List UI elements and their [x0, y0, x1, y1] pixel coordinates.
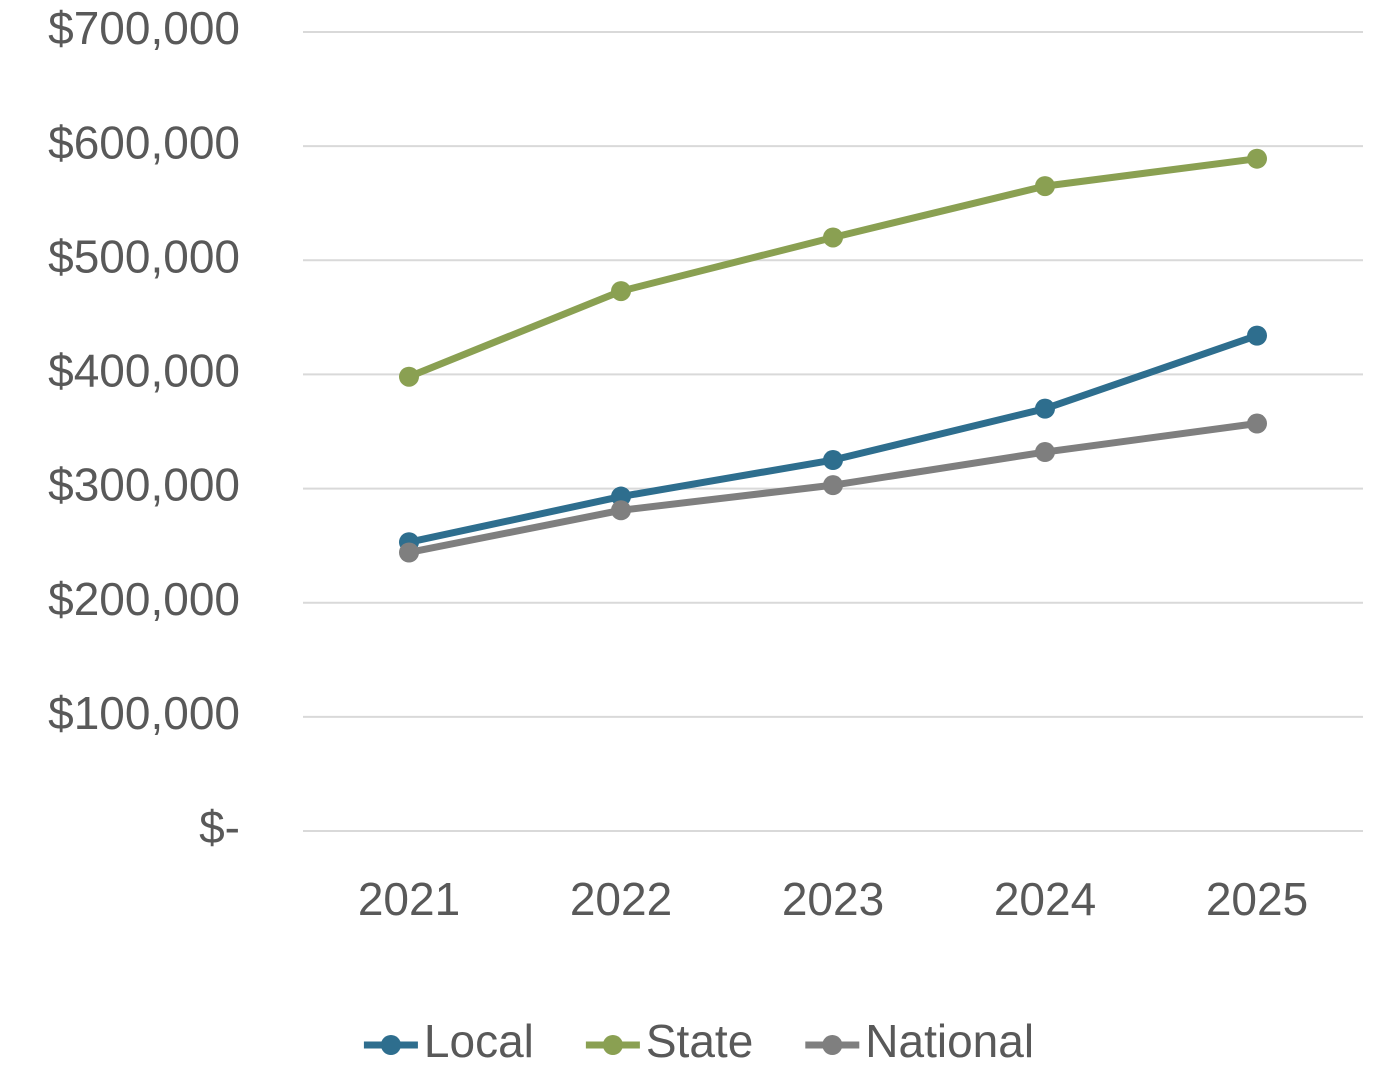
x-tick-label: 2023 — [782, 873, 884, 925]
y-tick-label: $400,000 — [48, 345, 240, 397]
y-tick-label: $500,000 — [48, 230, 240, 282]
y-tick-label: $600,000 — [48, 116, 240, 168]
data-point — [823, 227, 843, 248]
data-point — [1247, 325, 1267, 346]
data-point — [1035, 398, 1055, 419]
legend-label: Local — [424, 1015, 534, 1067]
data-point — [1247, 413, 1267, 434]
data-point — [399, 542, 419, 563]
data-point — [1035, 442, 1055, 463]
x-tick-label: 2025 — [1206, 873, 1308, 925]
y-tick-label: $- — [199, 801, 240, 853]
legend-label: State — [646, 1015, 753, 1067]
series-line — [407, 155, 1258, 380]
data-point — [1035, 176, 1055, 197]
data-point — [1247, 148, 1267, 169]
legend-label: National — [865, 1015, 1034, 1067]
data-point — [823, 475, 843, 496]
y-tick-label: $300,000 — [48, 459, 240, 511]
data-point — [823, 450, 843, 471]
y-tick-label: $100,000 — [48, 687, 240, 739]
data-point — [611, 486, 631, 507]
x-tick-label: 2021 — [358, 873, 460, 925]
data-point — [611, 500, 631, 521]
legend-marker — [380, 1035, 401, 1055]
y-tick-label: $700,000 — [48, 2, 240, 54]
legend-marker — [822, 1035, 843, 1055]
legend-marker — [602, 1035, 623, 1055]
data-point — [611, 281, 631, 302]
data-point — [399, 366, 419, 387]
y-tick-label: $200,000 — [48, 573, 240, 625]
x-tick-label: 2024 — [994, 873, 1096, 925]
x-tick-label: 2022 — [570, 873, 672, 925]
